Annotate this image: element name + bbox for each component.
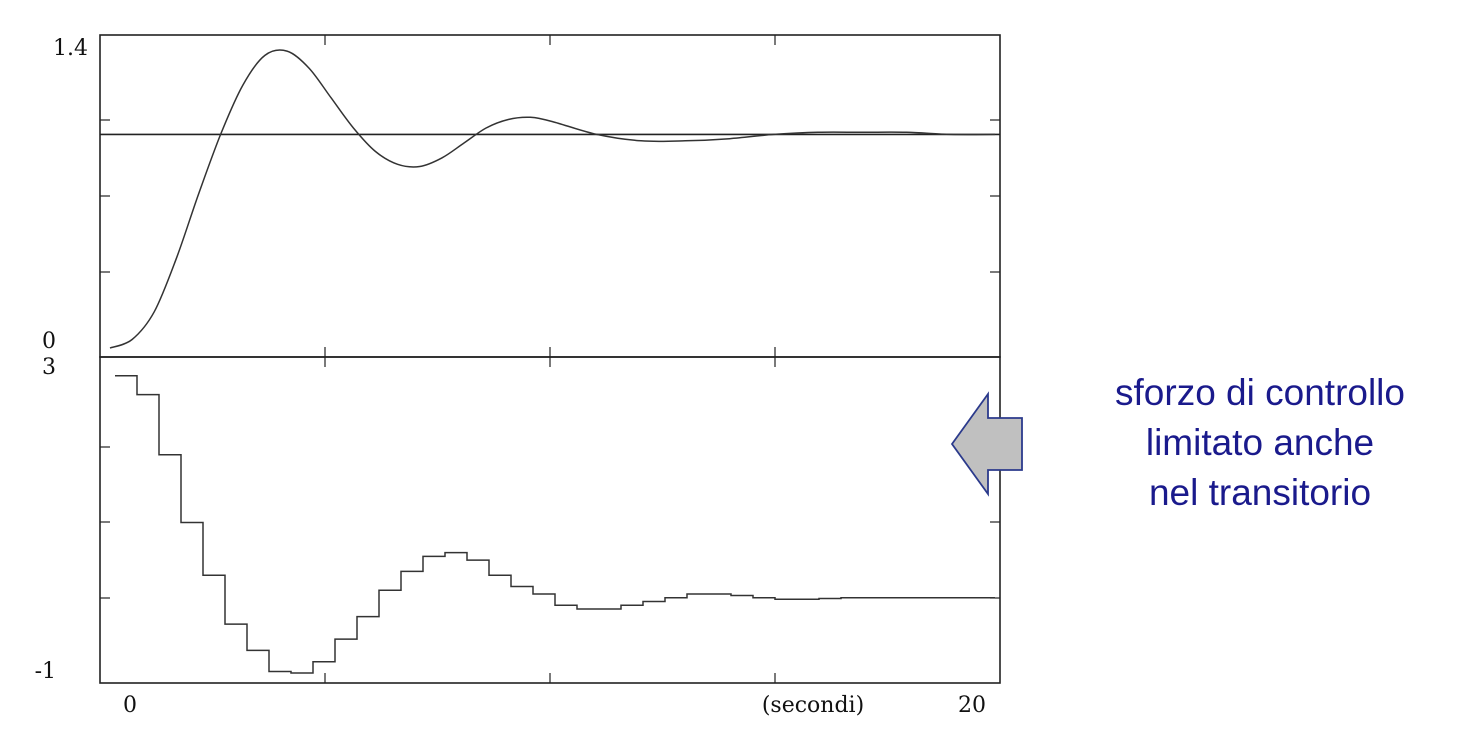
- annotation-line-1: sforzo di controllo: [1115, 372, 1405, 413]
- bottom-ticks: [100, 357, 1000, 683]
- bottom-plot-frame: [99, 356, 1001, 684]
- output-response-curve: [109, 49, 996, 349]
- xtick-label-end: 20: [958, 693, 986, 718]
- annotation-text: sforzo di controllo limitato anche nel t…: [1040, 368, 1480, 518]
- bottom-panel: 3 -1 0 20 (secondi): [35, 355, 1001, 718]
- x-axis-label: (secondi): [762, 693, 864, 718]
- bottom-ytick-label-min: -1: [35, 659, 56, 684]
- top-panel: 1.4 0: [42, 34, 1001, 358]
- left-arrow-icon: [950, 391, 1023, 497]
- annotation-line-2: limitato anche: [1145, 422, 1375, 463]
- xtick-label-start: 0: [123, 693, 137, 718]
- control-effort-step-curve: [115, 375, 995, 674]
- top-plot-frame: [99, 34, 1001, 358]
- top-ytick-label-min: 0: [42, 329, 56, 354]
- bottom-ytick-label-max: 3: [42, 355, 56, 380]
- top-ticks: [100, 35, 1000, 357]
- top-ytick-label-max: 1.4: [53, 36, 88, 61]
- annotation-line-3: nel transitorio: [1148, 472, 1372, 513]
